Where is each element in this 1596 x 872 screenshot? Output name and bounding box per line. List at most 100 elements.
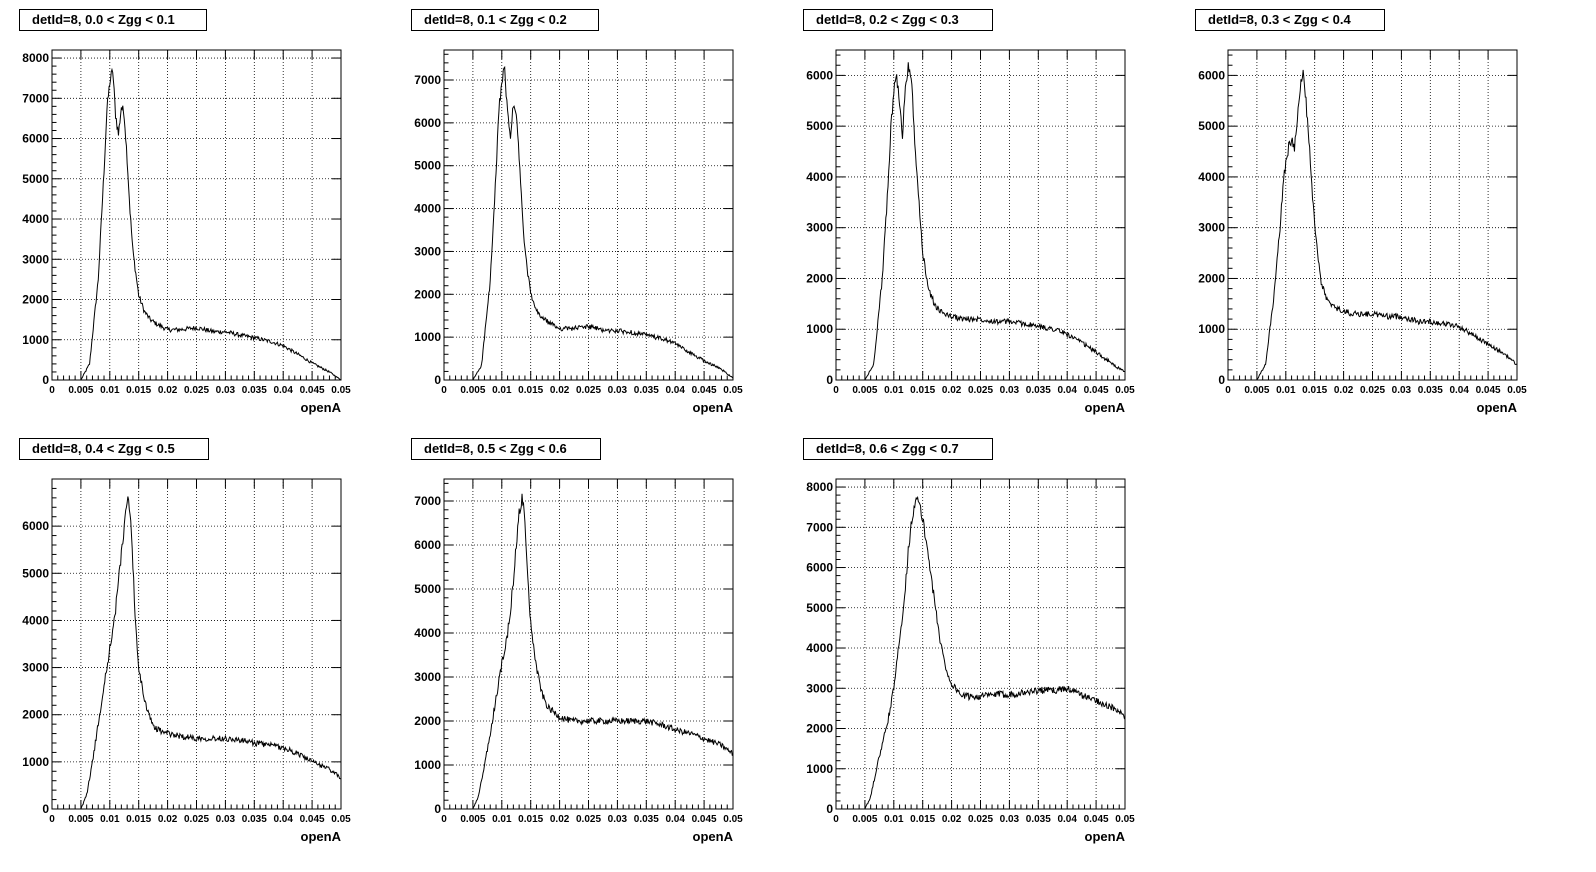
x-tick-label-10: 0.05 <box>1507 385 1527 396</box>
x-tick-label-6: 0.03 <box>608 385 628 396</box>
x-tick-label-10: 0.05 <box>1115 814 1135 825</box>
x-tick-label-7: 0.035 <box>242 814 267 825</box>
y-tick-label-4: 4000 <box>1198 170 1225 184</box>
x-tick-label-1: 0.005 <box>852 814 877 825</box>
x-tick-label-10: 0.05 <box>1115 385 1135 396</box>
y-tick-label-5: 5000 <box>806 119 833 133</box>
x-tick-label-6: 0.03 <box>1000 385 1020 396</box>
y-tick-label-3: 3000 <box>22 661 49 675</box>
y-tick-label-5: 5000 <box>414 159 441 173</box>
x-tick-label-9: 0.045 <box>1476 385 1501 396</box>
y-tick-label-2: 2000 <box>414 287 441 301</box>
series-line <box>444 65 734 381</box>
x-tick-label-10: 0.05 <box>331 385 351 396</box>
x-tick-label-1: 0.005 <box>852 385 877 396</box>
x-tick-label-4: 0.02 <box>158 814 178 825</box>
x-tick-label-5: 0.025 <box>968 814 993 825</box>
x-tick-label-4: 0.02 <box>550 385 570 396</box>
x-tick-label-6: 0.03 <box>1392 385 1412 396</box>
x-tick-label-9: 0.045 <box>300 385 325 396</box>
x-tick-label-4: 0.02 <box>158 385 178 396</box>
y-tick-label-1: 1000 <box>414 330 441 344</box>
x-tick-label-0: 0 <box>441 814 447 825</box>
panel-2-title: detId=8, 0.1 < Zgg < 0.2 <box>411 9 599 31</box>
x-tick-label-2: 0.01 <box>492 385 512 396</box>
x-tick-label-2: 0.01 <box>884 814 904 825</box>
y-tick-label-3: 3000 <box>1198 221 1225 235</box>
x-axis-label: openA <box>693 829 734 844</box>
x-tick-label-7: 0.035 <box>1026 385 1051 396</box>
panel-5: 0 0.005 0.01 0.015 0.02 0.025 0.03 0.035 0.04 0.0… <box>22 478 351 844</box>
x-tick-label-4: 0.02 <box>1334 385 1354 396</box>
x-tick-label-0: 0 <box>49 814 55 825</box>
x-tick-label-4: 0.02 <box>550 814 570 825</box>
x-tick-label-1: 0.005 <box>68 814 93 825</box>
panel-1: 0 0.005 0.01 0.015 0.02 0.025 0.03 0.035 0.04 0.0… <box>22 49 351 415</box>
y-tick-label-8: 8000 <box>806 480 833 494</box>
y-tick-label-3: 3000 <box>806 221 833 235</box>
x-tick-label-2: 0.01 <box>100 814 120 825</box>
x-tick-label-5: 0.025 <box>576 814 601 825</box>
x-tick-label-4: 0.02 <box>942 385 962 396</box>
x-tick-label-9: 0.045 <box>692 385 717 396</box>
y-tick-label-6: 6000 <box>1198 68 1225 82</box>
y-tick-label-0: 0 <box>826 373 833 387</box>
y-tick-label-6: 6000 <box>22 519 49 533</box>
panel-3-title: detId=8, 0.2 < Zgg < 0.3 <box>803 9 993 31</box>
x-tick-label-5: 0.025 <box>576 385 601 396</box>
x-axis-label: openA <box>1085 400 1126 415</box>
panel-7: 0 0.005 0.01 0.015 0.02 0.025 0.03 0.035 0.04 0.0… <box>806 478 1135 844</box>
x-tick-label-10: 0.05 <box>723 385 743 396</box>
x-axis-label: openA <box>693 400 734 415</box>
x-tick-label-2: 0.01 <box>1276 385 1296 396</box>
panel-7-title: detId=8, 0.6 < Zgg < 0.7 <box>803 438 993 460</box>
x-tick-label-3: 0.015 <box>518 814 543 825</box>
x-tick-label-2: 0.01 <box>100 385 120 396</box>
x-tick-label-7: 0.035 <box>242 385 267 396</box>
panel-1-title: detId=8, 0.0 < Zgg < 0.1 <box>19 9 207 31</box>
x-tick-label-10: 0.05 <box>723 814 743 825</box>
y-tick-label-0: 0 <box>42 802 49 816</box>
x-tick-label-6: 0.03 <box>216 385 236 396</box>
y-tick-label-6: 6000 <box>806 561 833 575</box>
y-tick-label-1: 1000 <box>22 755 49 769</box>
y-tick-label-7: 7000 <box>22 91 49 105</box>
y-tick-label-3: 3000 <box>806 681 833 695</box>
x-tick-label-9: 0.045 <box>1084 385 1109 396</box>
x-tick-label-3: 0.015 <box>910 814 935 825</box>
y-tick-label-4: 4000 <box>22 212 49 226</box>
x-tick-label-3: 0.015 <box>910 385 935 396</box>
panel-4: 0 0.005 0.01 0.015 0.02 0.025 0.03 0.035 0.04 0.0… <box>1198 49 1527 415</box>
y-tick-label-2: 2000 <box>806 722 833 736</box>
panel-4-title: detId=8, 0.3 < Zgg < 0.4 <box>1195 9 1385 31</box>
x-axis-label: openA <box>1085 829 1126 844</box>
x-tick-label-5: 0.025 <box>968 385 993 396</box>
x-tick-label-10: 0.05 <box>331 814 351 825</box>
y-tick-label-3: 3000 <box>414 244 441 258</box>
series-line <box>1228 69 1518 381</box>
x-tick-label-0: 0 <box>1225 385 1231 396</box>
y-tick-label-4: 4000 <box>414 202 441 216</box>
y-tick-label-0: 0 <box>434 802 441 816</box>
y-tick-label-6: 6000 <box>414 116 441 130</box>
panel-3: 0 0.005 0.01 0.015 0.02 0.025 0.03 0.035 0.04 0.0… <box>806 49 1135 415</box>
x-tick-label-1: 0.005 <box>68 385 93 396</box>
y-tick-label-5: 5000 <box>414 582 441 596</box>
x-tick-label-7: 0.035 <box>1418 385 1443 396</box>
y-tick-label-1: 1000 <box>414 758 441 772</box>
y-tick-label-1: 1000 <box>806 322 833 336</box>
x-tick-label-0: 0 <box>833 814 839 825</box>
x-tick-label-7: 0.035 <box>1026 814 1051 825</box>
x-tick-label-2: 0.01 <box>884 385 904 396</box>
x-tick-label-5: 0.025 <box>184 385 209 396</box>
y-tick-label-5: 5000 <box>806 601 833 615</box>
x-tick-label-1: 0.005 <box>1244 385 1269 396</box>
y-tick-label-1: 1000 <box>22 333 49 347</box>
panel-6: 0 0.005 0.01 0.015 0.02 0.025 0.03 0.035 0.04 0.0… <box>414 478 743 844</box>
y-tick-label-2: 2000 <box>806 271 833 285</box>
y-tick-label-3: 3000 <box>414 670 441 684</box>
series-line <box>52 496 342 810</box>
x-axis-label: openA <box>301 400 342 415</box>
panel-2: 0 0.005 0.01 0.015 0.02 0.025 0.03 0.035 0.04 0.0… <box>414 49 743 415</box>
x-tick-label-8: 0.04 <box>1057 385 1077 396</box>
